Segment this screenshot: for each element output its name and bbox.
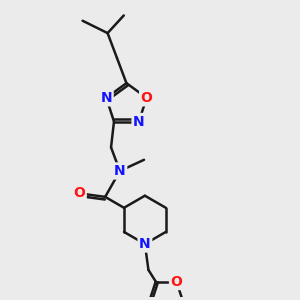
Text: O: O (73, 186, 85, 200)
Text: O: O (141, 91, 152, 105)
Text: N: N (139, 237, 151, 251)
Text: N: N (114, 164, 126, 178)
Text: N: N (133, 115, 145, 128)
Text: O: O (170, 274, 182, 289)
Text: N: N (100, 91, 112, 105)
